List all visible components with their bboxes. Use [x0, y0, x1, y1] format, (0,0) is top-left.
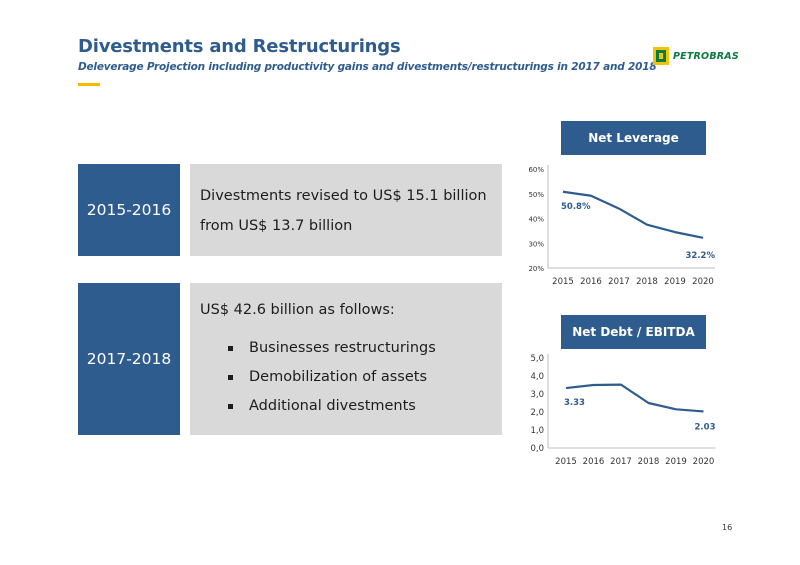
logo-text: PETROBRAS — [673, 50, 739, 62]
bullet-square-icon — [228, 375, 233, 380]
data-label-last: 2.03 — [695, 422, 716, 432]
x-tick-label: 2018 — [636, 277, 658, 287]
description-box-2017-2018: US$ 42.6 billion as follows: Businesses … — [190, 283, 502, 435]
title-accent-bar — [78, 83, 100, 86]
period-label-2017-2018: 2017-2018 — [78, 283, 180, 435]
petrobras-logo-icon — [653, 47, 669, 65]
petrobras-logo: PETROBRAS — [653, 47, 739, 65]
list-item: Demobilization of assets — [228, 363, 436, 392]
description-line: Divestments revised to US$ 15.1 billion — [200, 188, 487, 204]
period-text: 2017-2018 — [86, 350, 172, 368]
bullet-square-icon — [228, 404, 233, 409]
y-tick-label: 20% — [528, 265, 544, 273]
list-item: Additional divestments — [228, 392, 436, 421]
x-tick-label: 2017 — [608, 277, 630, 287]
description-intro: US$ 42.6 billion as follows: — [200, 302, 395, 318]
bullet-list: Businesses restructurings Demobilization… — [228, 334, 436, 421]
series-line — [562, 190, 704, 239]
data-label-first: 3.33 — [564, 398, 585, 408]
y-tick-label: 0,0 — [530, 444, 544, 454]
net-leverage-chart-title: Net Leverage — [561, 121, 706, 155]
y-tick-label: 30% — [528, 240, 544, 248]
list-item: Businesses restructurings — [228, 334, 436, 363]
period-label-2015-2016: 2015-2016 — [78, 164, 180, 256]
x-tick-label: 2018 — [638, 457, 660, 467]
x-tick-label: 2020 — [692, 277, 714, 287]
series-line — [565, 383, 704, 413]
y-tick-label: 1,0 — [530, 426, 544, 436]
x-tick-label: 2016 — [580, 277, 602, 287]
y-tick-label: 50% — [528, 191, 544, 199]
x-tick-label: 2017 — [610, 457, 632, 467]
y-tick-label: 4,0 — [530, 372, 544, 382]
page-title: Divestments and Restructurings — [78, 36, 401, 57]
page-number: 16 — [722, 523, 733, 532]
data-label-last: 32.2% — [686, 251, 716, 261]
net-debt-ebitda-chart-title: Net Debt / EBITDA — [561, 315, 706, 349]
y-tick-label: 60% — [528, 166, 544, 174]
x-tick-label: 2020 — [693, 457, 715, 467]
y-tick-label: 2,0 — [530, 408, 544, 418]
data-label-first: 50.8% — [561, 202, 591, 212]
x-tick-label: 2016 — [583, 457, 605, 467]
y-tick-label: 5,0 — [530, 354, 544, 364]
page-subtitle: Deleverage Projection including producti… — [78, 61, 657, 73]
y-tick-label: 40% — [528, 216, 544, 224]
x-tick-label: 2019 — [664, 277, 686, 287]
description-box-2015-2016: Divestments revised to US$ 15.1 billion … — [190, 164, 502, 256]
y-tick-label: 3,0 — [530, 390, 544, 400]
bullet-square-icon — [228, 346, 233, 351]
x-tick-label: 2015 — [552, 277, 574, 287]
x-tick-label: 2015 — [555, 457, 577, 467]
x-tick-label: 2019 — [665, 457, 687, 467]
description-line: from US$ 13.7 billion — [200, 218, 353, 234]
period-text: 2015-2016 — [86, 201, 172, 219]
